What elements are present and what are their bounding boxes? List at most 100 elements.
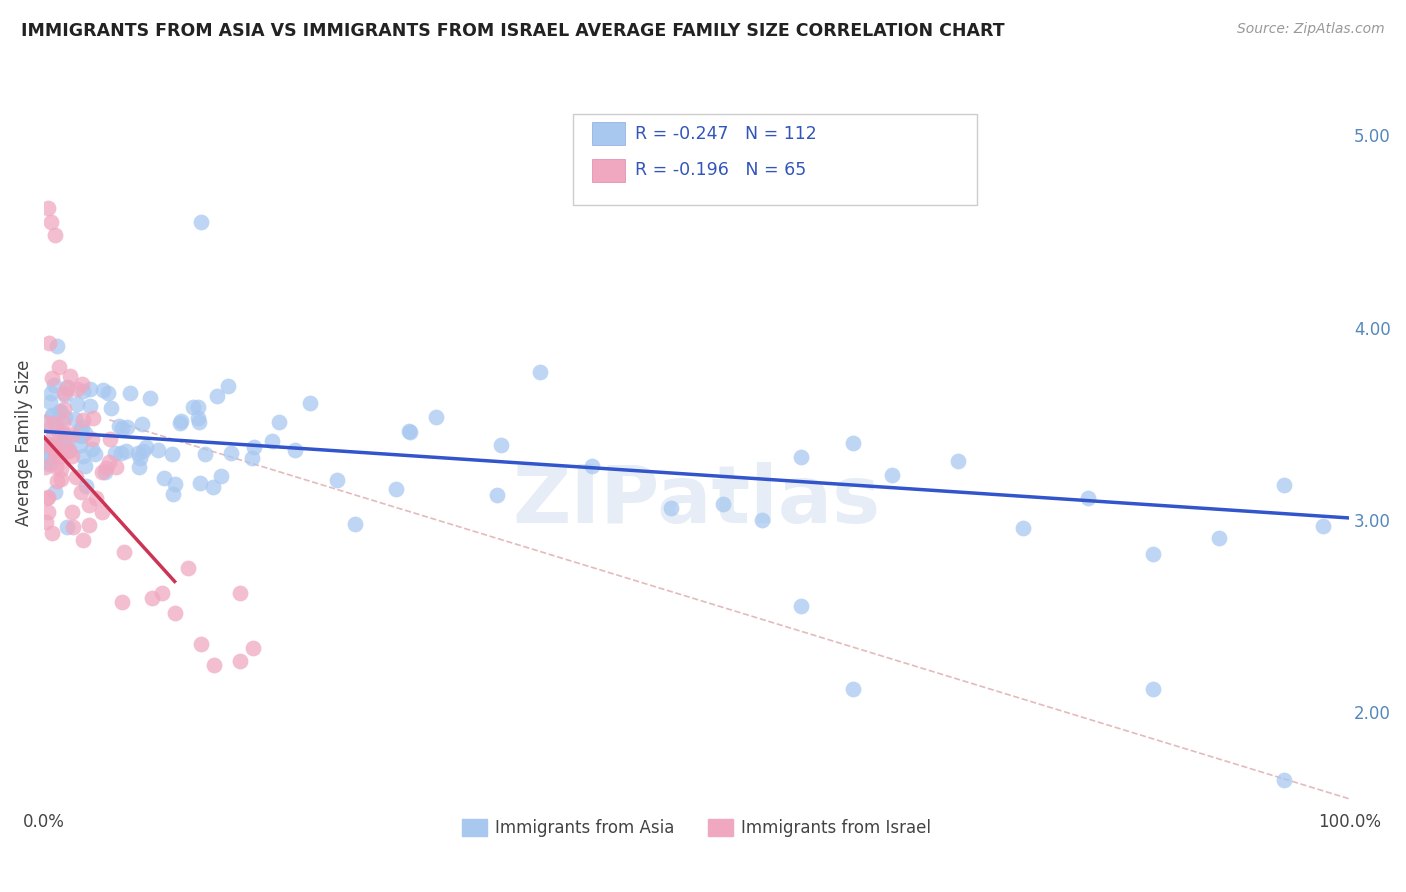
Point [35, 491, 58, 505]
Point [229, 654, 252, 668]
Point [163, 606, 186, 620]
Point [581, 459, 603, 474]
Point [58, 444, 80, 458]
Point [75, 459, 97, 474]
Point [139, 391, 162, 405]
Point [44, 485, 66, 500]
Point [240, 451, 263, 466]
Point [97, 386, 120, 401]
Point [243, 440, 266, 454]
Point [44, 440, 66, 454]
Point [129, 451, 152, 466]
Point [94, 460, 117, 475]
Point [41, 526, 63, 541]
Point [53, 438, 76, 452]
Point [260, 434, 283, 448]
Point [72, 413, 94, 427]
Point [104, 446, 127, 460]
Point [53, 387, 76, 401]
Point [946, 454, 969, 468]
Point [882, 467, 904, 482]
Point [60, 505, 83, 519]
Point [65, 412, 87, 426]
Point [120, 386, 142, 401]
Point [111, 594, 134, 608]
Point [79, 382, 101, 396]
Point [65, 470, 87, 484]
Point [131, 417, 153, 431]
Point [75, 426, 97, 441]
Point [425, 410, 447, 425]
Point [1077, 491, 1099, 505]
Point [39, 395, 62, 409]
Point [1272, 478, 1295, 492]
Point [51, 425, 73, 439]
Point [49, 404, 72, 418]
Point [790, 599, 813, 614]
Point [842, 436, 865, 450]
Point [326, 473, 349, 487]
Point [38, 436, 60, 450]
Point [529, 365, 551, 379]
Point [105, 459, 128, 474]
Point [59, 368, 82, 383]
FancyBboxPatch shape [572, 114, 977, 205]
Point [44, 228, 66, 243]
Point [55, 428, 77, 442]
Point [485, 488, 508, 502]
Point [60, 449, 83, 463]
Point [169, 414, 191, 428]
Point [205, 389, 228, 403]
FancyBboxPatch shape [592, 122, 624, 145]
Point [44, 444, 66, 458]
Point [38, 336, 60, 351]
Point [70, 377, 93, 392]
Point [77, 498, 100, 512]
Point [187, 415, 209, 429]
Point [343, 516, 366, 531]
Point [77, 517, 100, 532]
Point [194, 447, 217, 461]
Point [751, 513, 773, 527]
Point [58, 442, 80, 457]
Point [79, 399, 101, 413]
Point [135, 440, 157, 454]
Point [93, 465, 115, 479]
Point [128, 460, 150, 475]
Point [38, 457, 60, 471]
Point [34, 438, 56, 452]
Point [711, 497, 734, 511]
Point [242, 640, 264, 655]
Point [160, 447, 183, 461]
Point [49, 449, 72, 463]
Point [46, 474, 69, 488]
Point [70, 429, 93, 443]
Text: ZIPatlas: ZIPatlas [513, 462, 880, 541]
Point [188, 476, 211, 491]
Point [37, 506, 59, 520]
Point [42, 416, 65, 430]
Point [80, 432, 103, 446]
Point [169, 416, 191, 430]
Point [219, 446, 242, 460]
Point [52, 434, 75, 448]
Point [100, 432, 122, 446]
Point [176, 561, 198, 575]
Point [42, 429, 65, 443]
Point [150, 585, 173, 599]
Point [187, 401, 209, 415]
Point [595, 190, 617, 204]
Point [141, 591, 163, 605]
Point [842, 682, 865, 697]
Point [70, 484, 93, 499]
Point [1142, 547, 1164, 561]
Point [127, 446, 149, 460]
Point [269, 415, 291, 429]
Point [49, 405, 72, 419]
Point [84, 491, 107, 505]
Point [56, 434, 79, 448]
Point [97, 455, 120, 469]
Point [217, 379, 239, 393]
Point [659, 500, 682, 515]
Point [35, 454, 58, 468]
